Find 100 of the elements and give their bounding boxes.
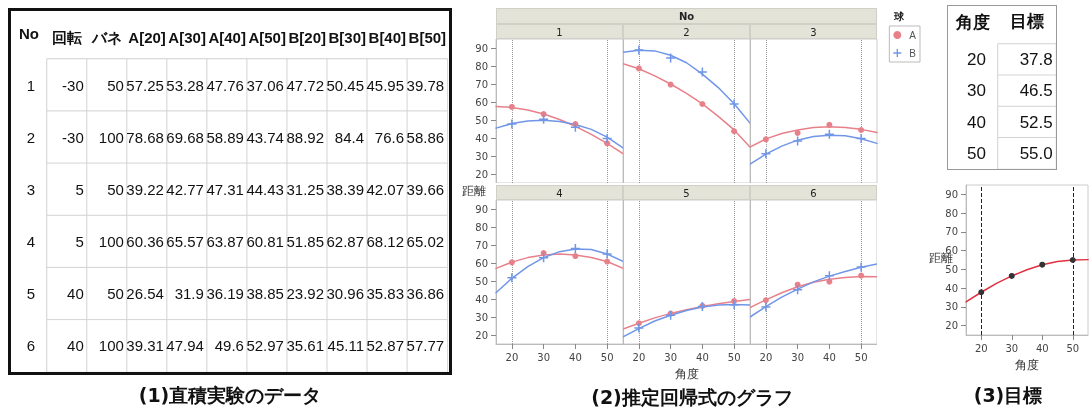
x-axis-title: 角度 xyxy=(1015,358,1039,372)
data-label: 50.45 xyxy=(326,76,365,94)
data-label: 39.22 xyxy=(126,180,164,198)
data-label: 50 xyxy=(107,76,124,94)
data-label: 53.28 xyxy=(166,76,204,94)
y-tick-label: 30 xyxy=(475,311,488,323)
data-label: 78.68 xyxy=(126,128,164,146)
data-label: 40 xyxy=(67,285,84,303)
chart-title: 2 xyxy=(623,24,750,39)
y-tick-label: 4 xyxy=(26,233,35,251)
x-tick-label: バネ xyxy=(91,29,123,46)
x-tick-label: B[30] xyxy=(328,29,367,46)
x-axis-title: 角度 xyxy=(674,367,699,381)
data-label: 5 xyxy=(75,180,84,198)
data-label: 31.25 xyxy=(286,180,324,198)
text: (3)目標 xyxy=(972,383,1044,408)
y-axis-title: No xyxy=(19,25,39,42)
x-tick-label: 40 xyxy=(569,351,582,363)
x-tick-label: A[40] xyxy=(208,29,246,46)
data-label: 5 xyxy=(75,233,84,251)
data-label: 45.95 xyxy=(366,76,405,94)
x-tick-label: A[20] xyxy=(128,29,166,46)
chart-title: 5 xyxy=(623,185,750,200)
x-tick-label: 50 xyxy=(1066,342,1080,354)
y-tick-label: 60 xyxy=(475,96,488,108)
data-label: 50 xyxy=(107,285,124,303)
y-tick-label: 90 xyxy=(475,42,488,54)
x-tick-label: B[20] xyxy=(288,29,326,46)
data-label: 65.02 xyxy=(406,233,445,251)
data-label: 46.5 xyxy=(1019,81,1053,101)
data-label: 47.72 xyxy=(286,76,324,94)
data-label: 45.11 xyxy=(327,337,365,355)
data-label: 43.74 xyxy=(246,128,284,146)
y-tick-label: 40 xyxy=(967,112,986,132)
data-label: 35.83 xyxy=(366,285,405,303)
data-label: 26.54 xyxy=(126,285,164,303)
y-tick-label: 80 xyxy=(945,207,958,219)
x-tick-label: 30 xyxy=(791,351,804,363)
data-label: 88.92 xyxy=(286,128,324,146)
data-label: 44.43 xyxy=(246,180,284,198)
legend-label: B xyxy=(909,47,917,59)
y-tick-label: 6 xyxy=(26,337,35,355)
data-label: 38.39 xyxy=(326,180,365,198)
y-tick-label: 50 xyxy=(475,114,488,126)
data-label: 69.68 xyxy=(166,128,204,146)
data-label: 49.6 xyxy=(214,337,244,355)
y-tick-label: 50 xyxy=(475,275,488,287)
text: (1)直積実験のデータ xyxy=(137,383,323,408)
x-tick-label: 目標 xyxy=(1010,12,1044,31)
y-tick-label: 30 xyxy=(475,150,488,162)
data-label: 30.96 xyxy=(326,285,365,303)
data-label: 39.66 xyxy=(406,180,445,198)
data-label: 38.85 xyxy=(246,285,284,303)
data-label: 60.36 xyxy=(126,233,164,251)
x-tick-label: 回転 xyxy=(52,29,83,46)
chart-title: 1 xyxy=(496,24,623,39)
data-label: 55.0 xyxy=(1019,143,1053,163)
y-axis-title: 角度 xyxy=(955,13,990,32)
data-label: 62.87 xyxy=(326,233,365,251)
y-tick-label: 60 xyxy=(475,257,488,269)
x-tick-label: B[50] xyxy=(408,29,447,46)
data-label: 23.92 xyxy=(286,285,324,303)
data-label: 52.97 xyxy=(246,337,284,355)
y-tick-label: 50 xyxy=(967,143,986,163)
x-tick-label: 40 xyxy=(823,351,836,363)
y-tick-label: 70 xyxy=(945,226,958,238)
x-tick-label: 20 xyxy=(632,351,646,363)
y-tick-label: 70 xyxy=(475,78,488,90)
data-label: 36.19 xyxy=(206,285,244,303)
x-tick-label: 40 xyxy=(1035,342,1049,354)
legend-title: 球 xyxy=(893,10,905,22)
x-tick-label: B[40] xyxy=(368,29,407,46)
data-label: 52.87 xyxy=(366,337,405,355)
y-tick-label: 20 xyxy=(475,168,488,180)
data-label: 47.76 xyxy=(206,76,244,94)
x-tick-label: 50 xyxy=(600,351,614,363)
y-tick-label: 40 xyxy=(475,132,488,144)
data-label: 42.77 xyxy=(166,180,204,198)
y-tick-label: 50 xyxy=(945,263,958,275)
data-label: 84.4 xyxy=(334,128,365,146)
y-tick-label: 70 xyxy=(475,239,488,251)
y-tick-label: 20 xyxy=(945,320,958,332)
data-label: 58.89 xyxy=(206,128,244,146)
legend-label: A xyxy=(909,29,917,41)
x-tick-label: A[50] xyxy=(248,29,286,46)
data-label: 76.6 xyxy=(374,128,405,146)
y-tick-label: 5 xyxy=(26,285,35,303)
chart-title: 4 xyxy=(496,185,623,200)
chart-title: 3 xyxy=(750,24,877,39)
data-label: 50 xyxy=(107,180,124,198)
y-tick-label: 80 xyxy=(475,221,488,233)
data-label: 100 xyxy=(98,128,124,146)
data-label: 37.8 xyxy=(1019,50,1053,70)
data-label: 100 xyxy=(98,337,124,355)
text: No xyxy=(496,8,877,24)
y-tick-label: 30 xyxy=(967,81,986,101)
x-tick-label: 50 xyxy=(854,351,868,363)
y-axis-title: 距離 xyxy=(462,183,486,200)
data-label: 60.81 xyxy=(246,233,284,251)
x-tick-label: 20 xyxy=(505,351,519,363)
